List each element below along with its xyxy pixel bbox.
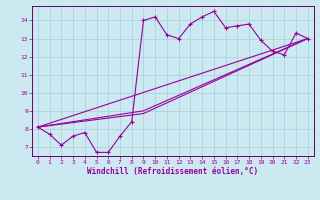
X-axis label: Windchill (Refroidissement éolien,°C): Windchill (Refroidissement éolien,°C) [87,167,258,176]
